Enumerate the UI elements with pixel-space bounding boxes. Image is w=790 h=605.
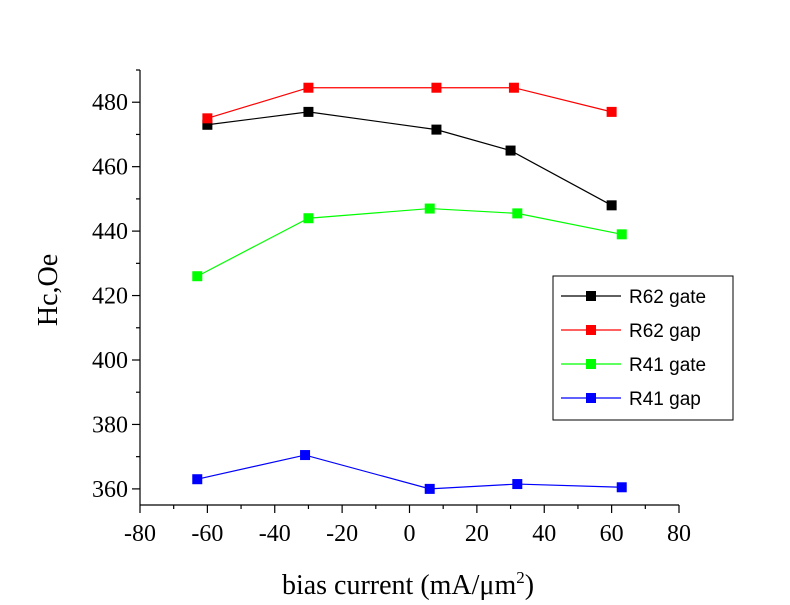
y-tick-label: 400 [92, 348, 128, 374]
series-line [207, 111, 612, 206]
x-tick-label: 0 [404, 521, 416, 547]
x-tick-label: -80 [124, 521, 156, 547]
series-line [207, 87, 612, 119]
legend-marker [586, 291, 596, 301]
data-point [303, 82, 314, 93]
y-axis-title: Hc,Oe [33, 254, 64, 326]
y-tick-label: 360 [92, 477, 128, 503]
x-tick-label: 20 [465, 521, 489, 547]
data-point [508, 82, 519, 93]
data-point [303, 106, 314, 117]
y-tick-label: 480 [92, 90, 128, 116]
data-point [424, 483, 435, 494]
x-tick-label: 80 [667, 521, 691, 547]
axes: -80 -60 -40 -20 0 20 40 60 80 360 380 400 420 440 460 4… [92, 69, 691, 547]
data-point [512, 208, 523, 219]
data-point [606, 106, 617, 117]
data-point [616, 482, 627, 493]
data-point [202, 113, 213, 124]
x-axis-title-superscript: 2 [516, 568, 525, 587]
series-line [196, 207, 622, 277]
data-point [505, 145, 516, 156]
legend-label: R62 gap [629, 321, 701, 342]
legend-label: R62 gate [629, 287, 706, 308]
y-tick-label: 440 [92, 219, 128, 245]
legend-box [552, 275, 734, 421]
data-point [512, 479, 523, 490]
x-tick-label: -40 [259, 521, 291, 547]
x-axis-title-tail: ) [525, 570, 534, 601]
y-tick-label: 460 [92, 155, 128, 181]
legend-label: R41 gap [629, 389, 701, 410]
legend-marker [586, 393, 596, 403]
x-tick-label: -20 [326, 521, 358, 547]
y-tick-label: 420 [92, 284, 128, 310]
data-point [424, 203, 435, 214]
x-tick-label: 40 [532, 521, 556, 547]
x-axis-title-main: bias current (mA/μm [282, 570, 517, 601]
data-point [431, 82, 442, 93]
data-point [303, 213, 314, 224]
data-point [202, 119, 213, 130]
series-line [197, 454, 622, 490]
data-point [300, 450, 311, 461]
plot-area [192, 82, 627, 494]
legend-marker [586, 325, 596, 335]
x-axis-title: bias current (mA/μm2) [282, 568, 534, 601]
data-point [192, 474, 203, 485]
data-point [606, 200, 617, 211]
data-point [192, 271, 203, 282]
x-tick-label: -60 [191, 521, 223, 547]
data-point [616, 229, 627, 240]
data-point [431, 124, 442, 135]
y-tick-label: 380 [92, 412, 128, 438]
x-tick-label: 60 [600, 521, 624, 547]
legend-marker [586, 359, 596, 369]
legend-label: R41 gate [629, 355, 706, 376]
legend: R62 gate R62 gap R41 gate R41 gap [552, 275, 734, 421]
